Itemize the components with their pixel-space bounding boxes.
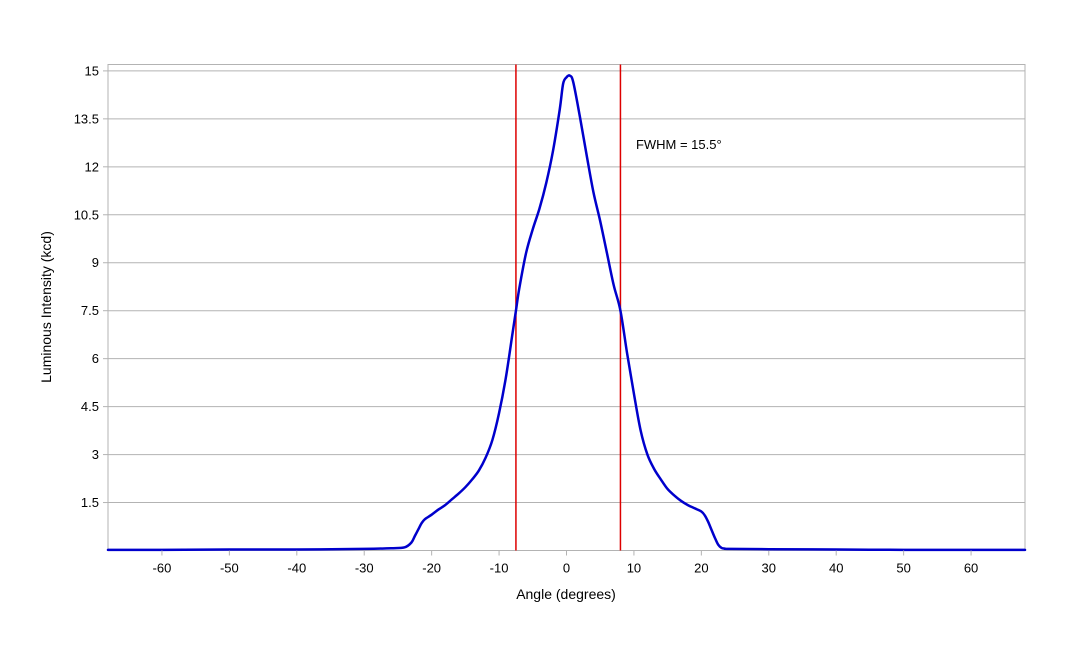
intensity-series-line	[106, 74, 1027, 552]
y-tick-label: 7.5	[81, 303, 99, 318]
x-tick-label: 30	[762, 561, 776, 576]
y-tick-label: 12	[85, 159, 99, 174]
x-tick-label: -50	[220, 561, 239, 576]
x-tick-label: 10	[627, 561, 641, 576]
x-tick-label: 50	[896, 561, 910, 576]
x-axis-ticks: -60 -50 -40 -30 -20 -10 0 10 20 30 40 50 60	[153, 550, 978, 576]
y-axis-title: Luminous Intensity (kcd)	[38, 231, 54, 383]
y-tick-label: 13.5	[74, 111, 99, 126]
y-tick-label: 15	[85, 63, 99, 78]
x-tick-label: -30	[355, 561, 374, 576]
y-tick-label: 10.5	[74, 207, 99, 222]
x-tick-label: 60	[964, 561, 978, 576]
y-tick-label: 9	[92, 255, 99, 270]
x-tick-label: 20	[694, 561, 708, 576]
fwhm-markers	[515, 64, 622, 551]
x-tick-label: 0	[563, 561, 570, 576]
plot-area-frame	[107, 64, 1026, 551]
series-group	[106, 74, 1027, 552]
x-tick-label: 40	[829, 561, 843, 576]
y-axis-ticks: 1.5 3 4.5 6 7.5 9 10.5 12 13.5 15	[74, 63, 108, 510]
gridlines	[108, 70, 1025, 504]
annotations: FWHM = 15.5°	[636, 137, 722, 152]
x-tick-label: -60	[153, 561, 172, 576]
y-tick-label: 4.5	[81, 399, 99, 414]
fwhm-annotation: FWHM = 15.5°	[636, 137, 722, 152]
x-axis-title: Angle (degrees)	[516, 586, 616, 602]
x-tick-label: -40	[287, 561, 306, 576]
y-tick-label: 3	[92, 447, 99, 462]
y-tick-label: 6	[92, 351, 99, 366]
y-tick-label: 1.5	[81, 495, 99, 510]
x-tick-label: -20	[422, 561, 441, 576]
x-tick-label: -10	[490, 561, 509, 576]
